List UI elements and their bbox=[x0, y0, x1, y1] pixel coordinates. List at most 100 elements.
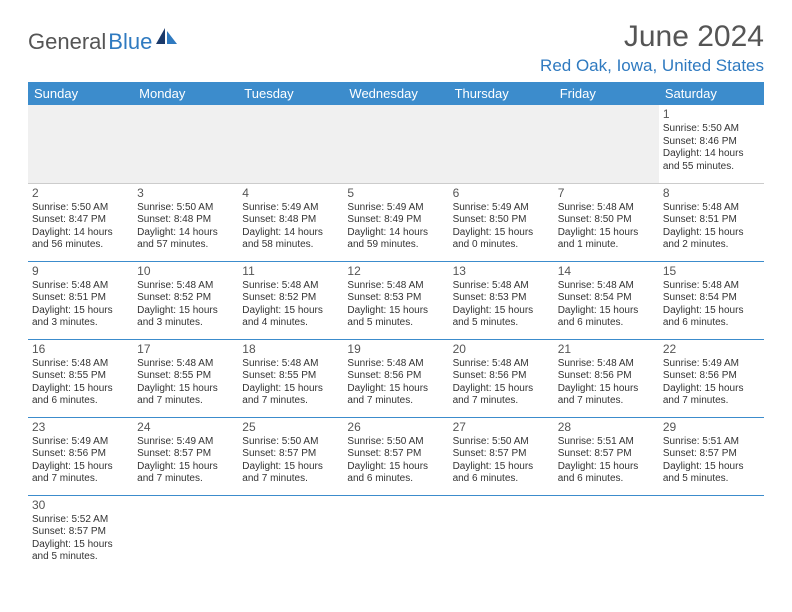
logo: GeneralBlue bbox=[28, 28, 178, 55]
day-number: 3 bbox=[137, 186, 234, 201]
daylight-text: Daylight: 14 hours and 56 minutes. bbox=[32, 227, 129, 252]
sunset-text: Sunset: 8:57 PM bbox=[32, 526, 129, 539]
calendar-day-cell: 8Sunrise: 5:48 AMSunset: 8:51 PMDaylight… bbox=[659, 183, 764, 261]
sunset-text: Sunset: 8:56 PM bbox=[453, 370, 550, 383]
calendar-day-cell: 20Sunrise: 5:48 AMSunset: 8:56 PMDayligh… bbox=[449, 339, 554, 417]
sunset-text: Sunset: 8:57 PM bbox=[347, 448, 444, 461]
sail-icon bbox=[156, 28, 178, 51]
day-number: 9 bbox=[32, 264, 129, 279]
sunrise-text: Sunrise: 5:48 AM bbox=[663, 202, 760, 215]
month-title: June 2024 bbox=[540, 20, 764, 54]
calendar-day-cell: 9Sunrise: 5:48 AMSunset: 8:51 PMDaylight… bbox=[28, 261, 133, 339]
calendar-day-cell: 30Sunrise: 5:52 AMSunset: 8:57 PMDayligh… bbox=[28, 495, 133, 573]
sunrise-text: Sunrise: 5:48 AM bbox=[242, 358, 339, 371]
sunrise-text: Sunrise: 5:50 AM bbox=[137, 202, 234, 215]
weekday-header: Thursday bbox=[449, 82, 554, 105]
daylight-text: Daylight: 15 hours and 7 minutes. bbox=[453, 383, 550, 408]
daylight-text: Daylight: 15 hours and 7 minutes. bbox=[137, 461, 234, 486]
daylight-text: Daylight: 15 hours and 7 minutes. bbox=[347, 383, 444, 408]
daylight-text: Daylight: 15 hours and 7 minutes. bbox=[558, 383, 655, 408]
sunset-text: Sunset: 8:57 PM bbox=[242, 448, 339, 461]
calendar-day-cell: 16Sunrise: 5:48 AMSunset: 8:55 PMDayligh… bbox=[28, 339, 133, 417]
day-number: 20 bbox=[453, 342, 550, 357]
sunset-text: Sunset: 8:53 PM bbox=[347, 292, 444, 305]
day-number: 24 bbox=[137, 420, 234, 435]
calendar-day-cell: 27Sunrise: 5:50 AMSunset: 8:57 PMDayligh… bbox=[449, 417, 554, 495]
daylight-text: Daylight: 15 hours and 7 minutes. bbox=[242, 461, 339, 486]
weekday-header: Friday bbox=[554, 82, 659, 105]
daylight-text: Daylight: 14 hours and 58 minutes. bbox=[242, 227, 339, 252]
daylight-text: Daylight: 15 hours and 3 minutes. bbox=[137, 305, 234, 330]
daylight-text: Daylight: 14 hours and 55 minutes. bbox=[663, 148, 760, 173]
calendar-day-cell: 15Sunrise: 5:48 AMSunset: 8:54 PMDayligh… bbox=[659, 261, 764, 339]
calendar-day-cell: 4Sunrise: 5:49 AMSunset: 8:48 PMDaylight… bbox=[238, 183, 343, 261]
daylight-text: Daylight: 14 hours and 57 minutes. bbox=[137, 227, 234, 252]
sunrise-text: Sunrise: 5:48 AM bbox=[137, 358, 234, 371]
calendar-day-cell: 3Sunrise: 5:50 AMSunset: 8:48 PMDaylight… bbox=[133, 183, 238, 261]
calendar-week-row: 30Sunrise: 5:52 AMSunset: 8:57 PMDayligh… bbox=[28, 495, 764, 573]
sunrise-text: Sunrise: 5:50 AM bbox=[242, 436, 339, 449]
day-number: 26 bbox=[347, 420, 444, 435]
daylight-text: Daylight: 15 hours and 6 minutes. bbox=[558, 305, 655, 330]
sunrise-text: Sunrise: 5:48 AM bbox=[32, 358, 129, 371]
sunrise-text: Sunrise: 5:48 AM bbox=[558, 358, 655, 371]
calendar-day-cell: 5Sunrise: 5:49 AMSunset: 8:49 PMDaylight… bbox=[343, 183, 448, 261]
calendar-day-cell: 21Sunrise: 5:48 AMSunset: 8:56 PMDayligh… bbox=[554, 339, 659, 417]
day-number: 22 bbox=[663, 342, 760, 357]
daylight-text: Daylight: 15 hours and 6 minutes. bbox=[453, 461, 550, 486]
sunset-text: Sunset: 8:57 PM bbox=[663, 448, 760, 461]
weekday-header: Wednesday bbox=[343, 82, 448, 105]
page: GeneralBlue June 2024 Red Oak, Iowa, Uni… bbox=[0, 0, 792, 573]
sunset-text: Sunset: 8:54 PM bbox=[663, 292, 760, 305]
sunset-text: Sunset: 8:48 PM bbox=[137, 214, 234, 227]
calendar-day-cell: 19Sunrise: 5:48 AMSunset: 8:56 PMDayligh… bbox=[343, 339, 448, 417]
calendar-day-cell: 11Sunrise: 5:48 AMSunset: 8:52 PMDayligh… bbox=[238, 261, 343, 339]
calendar-day-cell bbox=[238, 105, 343, 183]
sunset-text: Sunset: 8:50 PM bbox=[453, 214, 550, 227]
sunset-text: Sunset: 8:46 PM bbox=[663, 136, 760, 149]
daylight-text: Daylight: 15 hours and 7 minutes. bbox=[663, 383, 760, 408]
sunrise-text: Sunrise: 5:48 AM bbox=[347, 280, 444, 293]
calendar-day-cell bbox=[554, 105, 659, 183]
day-number: 1 bbox=[663, 107, 760, 122]
calendar-day-cell: 22Sunrise: 5:49 AMSunset: 8:56 PMDayligh… bbox=[659, 339, 764, 417]
weekday-header-row: Sunday Monday Tuesday Wednesday Thursday… bbox=[28, 82, 764, 105]
daylight-text: Daylight: 15 hours and 5 minutes. bbox=[347, 305, 444, 330]
daylight-text: Daylight: 15 hours and 0 minutes. bbox=[453, 227, 550, 252]
daylight-text: Daylight: 15 hours and 6 minutes. bbox=[663, 305, 760, 330]
daylight-text: Daylight: 15 hours and 6 minutes. bbox=[558, 461, 655, 486]
daylight-text: Daylight: 15 hours and 2 minutes. bbox=[663, 227, 760, 252]
calendar-day-cell: 18Sunrise: 5:48 AMSunset: 8:55 PMDayligh… bbox=[238, 339, 343, 417]
calendar-week-row: 23Sunrise: 5:49 AMSunset: 8:56 PMDayligh… bbox=[28, 417, 764, 495]
day-number: 23 bbox=[32, 420, 129, 435]
sunset-text: Sunset: 8:56 PM bbox=[32, 448, 129, 461]
day-number: 5 bbox=[347, 186, 444, 201]
sunrise-text: Sunrise: 5:50 AM bbox=[663, 123, 760, 136]
sunset-text: Sunset: 8:49 PM bbox=[347, 214, 444, 227]
sunrise-text: Sunrise: 5:48 AM bbox=[347, 358, 444, 371]
weekday-header: Sunday bbox=[28, 82, 133, 105]
daylight-text: Daylight: 15 hours and 5 minutes. bbox=[32, 539, 129, 564]
calendar-day-cell bbox=[449, 495, 554, 573]
sunset-text: Sunset: 8:56 PM bbox=[347, 370, 444, 383]
location: Red Oak, Iowa, United States bbox=[540, 56, 764, 76]
day-number: 2 bbox=[32, 186, 129, 201]
calendar-day-cell: 13Sunrise: 5:48 AMSunset: 8:53 PMDayligh… bbox=[449, 261, 554, 339]
sunset-text: Sunset: 8:55 PM bbox=[242, 370, 339, 383]
sunrise-text: Sunrise: 5:50 AM bbox=[32, 202, 129, 215]
calendar-day-cell: 10Sunrise: 5:48 AMSunset: 8:52 PMDayligh… bbox=[133, 261, 238, 339]
calendar-day-cell bbox=[343, 495, 448, 573]
sunset-text: Sunset: 8:56 PM bbox=[663, 370, 760, 383]
day-number: 27 bbox=[453, 420, 550, 435]
calendar-day-cell: 17Sunrise: 5:48 AMSunset: 8:55 PMDayligh… bbox=[133, 339, 238, 417]
calendar-day-cell bbox=[28, 105, 133, 183]
daylight-text: Daylight: 15 hours and 3 minutes. bbox=[32, 305, 129, 330]
title-block: June 2024 Red Oak, Iowa, United States bbox=[540, 20, 764, 76]
day-number: 4 bbox=[242, 186, 339, 201]
sunset-text: Sunset: 8:57 PM bbox=[137, 448, 234, 461]
sunset-text: Sunset: 8:52 PM bbox=[137, 292, 234, 305]
sunrise-text: Sunrise: 5:49 AM bbox=[663, 358, 760, 371]
calendar-day-cell: 24Sunrise: 5:49 AMSunset: 8:57 PMDayligh… bbox=[133, 417, 238, 495]
day-number: 30 bbox=[32, 498, 129, 513]
day-number: 16 bbox=[32, 342, 129, 357]
